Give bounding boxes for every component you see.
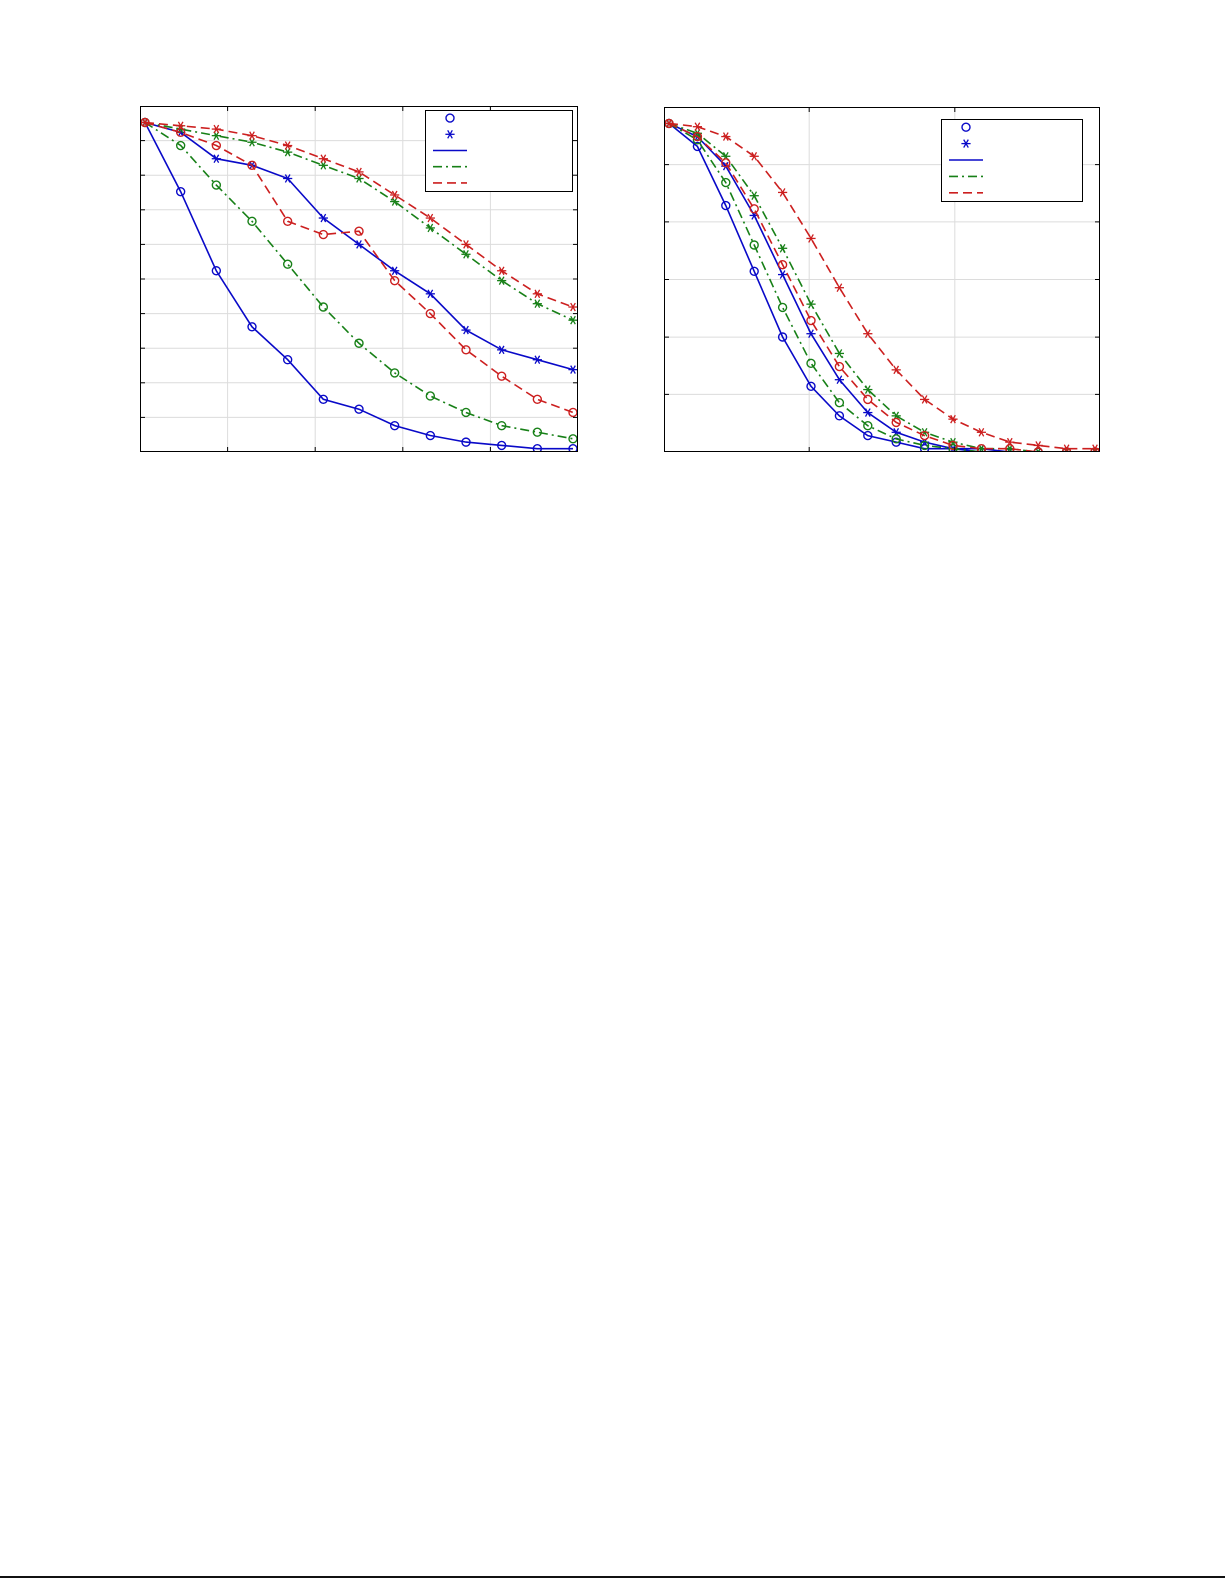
tick-marks [664,107,1100,452]
series-blue-circle-solid [140,117,578,452]
left-plot-svg [140,106,578,452]
legend [941,119,1083,202]
right-plot-svg [664,107,1100,452]
series-red-asterisk-dashed [140,118,578,312]
page-bottom-rule [0,1576,1225,1578]
legend-entry [961,139,971,148]
legend-entry [445,129,455,139]
legend [425,110,573,192]
legend-entry [445,113,455,123]
series-red-asterisk-dashed [664,119,1100,452]
tick-marks [140,106,578,452]
left-chart [140,106,578,452]
right-chart [664,107,1100,452]
series-red-circle-dashed [140,117,578,418]
legend-entry [961,122,971,132]
series-blue-asterisk-solid [140,118,578,374]
